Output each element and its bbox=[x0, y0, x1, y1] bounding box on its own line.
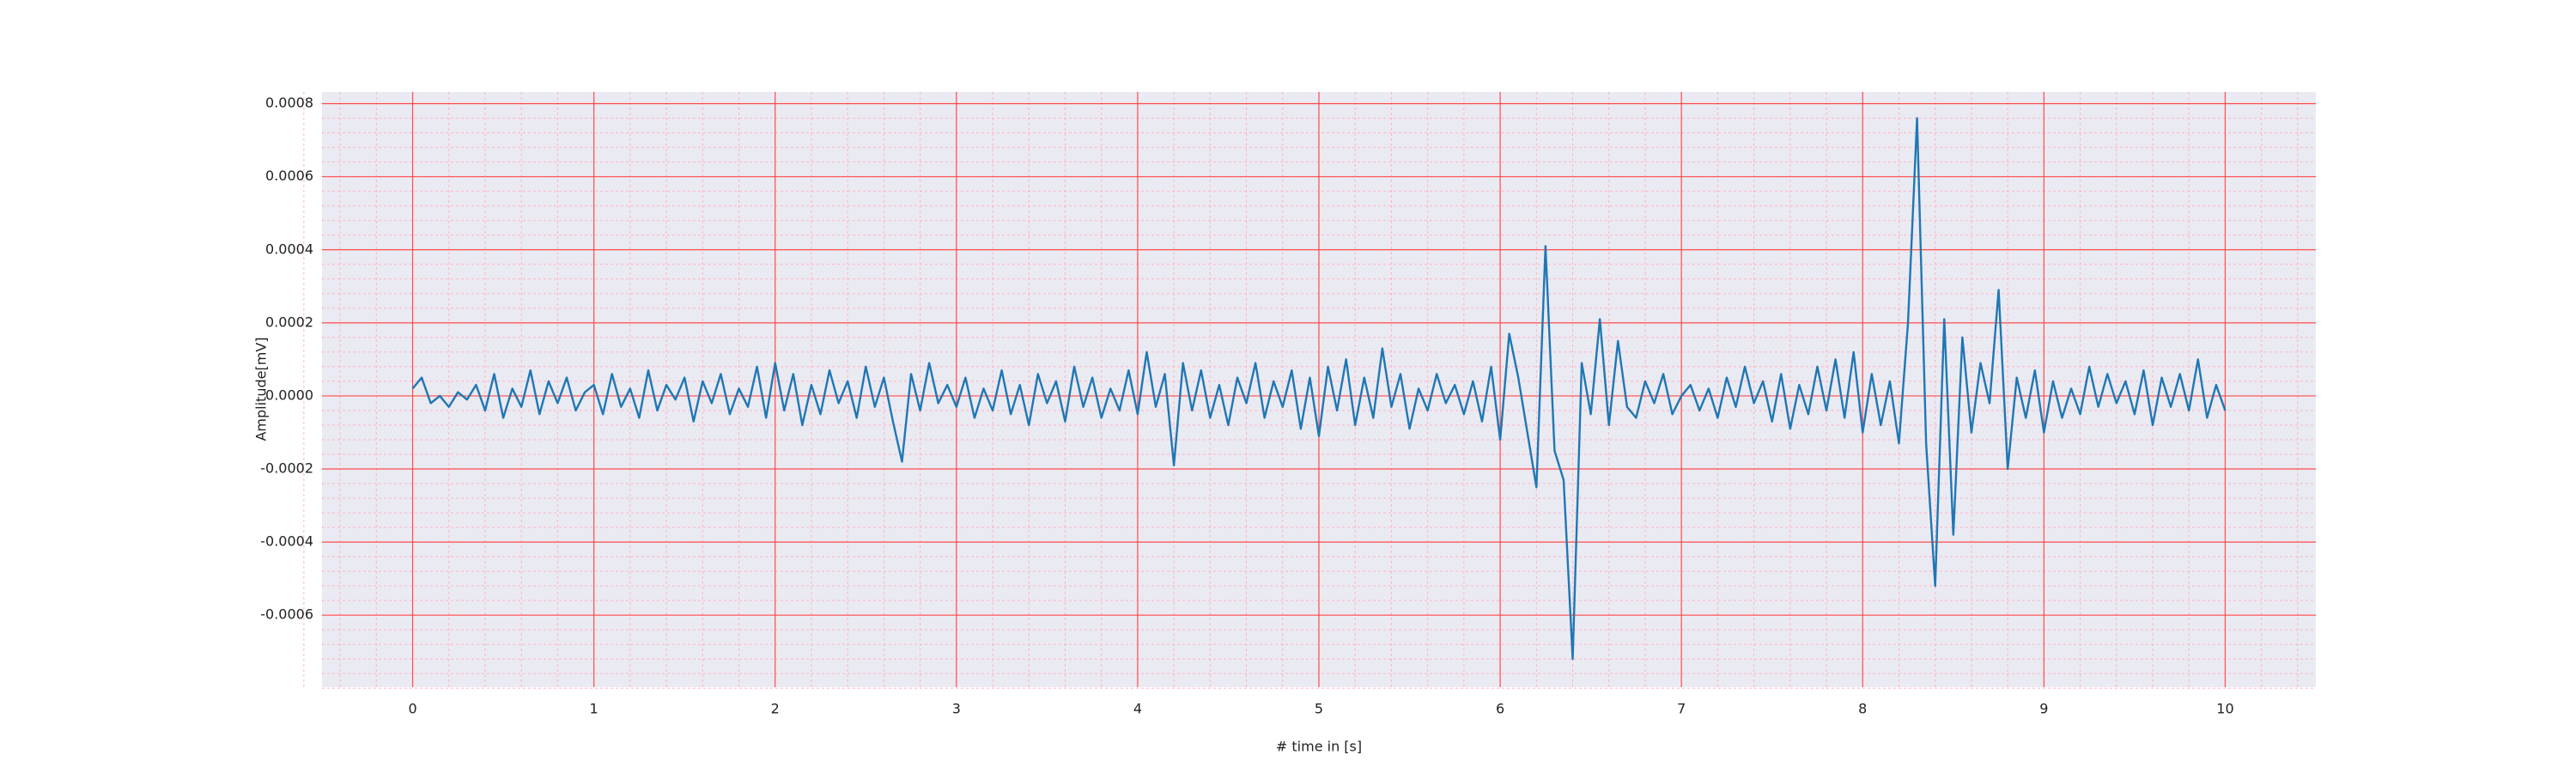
y-tick-label: -0.0004 bbox=[260, 533, 313, 550]
x-tick-label: 7 bbox=[1677, 701, 1686, 717]
x-tick-label: 3 bbox=[952, 701, 961, 717]
x-tick-label: 1 bbox=[590, 701, 598, 717]
y-tick-label: 0.0004 bbox=[265, 240, 313, 257]
x-tick-label: 4 bbox=[1133, 701, 1142, 717]
x-tick-label: 9 bbox=[2039, 701, 2048, 717]
x-tick-label: 6 bbox=[1496, 701, 1504, 717]
x-axis-label: # time in [s] bbox=[1276, 739, 1362, 755]
y-tick-label: -0.0006 bbox=[260, 606, 313, 623]
y-tick-label: -0.0002 bbox=[260, 460, 313, 477]
data-line bbox=[411, 117, 2227, 660]
x-tick-label: 2 bbox=[771, 701, 780, 717]
y-tick-label: 0.0000 bbox=[265, 386, 313, 403]
x-tick-label: 8 bbox=[1858, 701, 1867, 717]
y-tick-label: 0.0008 bbox=[265, 94, 313, 111]
x-tick-label: 10 bbox=[2216, 701, 2233, 717]
x-tick-label: 0 bbox=[408, 701, 416, 717]
y-axis-label: Amplitude[mV] bbox=[253, 337, 270, 441]
y-tick-label: 0.0002 bbox=[265, 313, 313, 330]
y-tick-label: 0.0006 bbox=[265, 167, 313, 184]
x-tick-label: 5 bbox=[1315, 701, 1323, 717]
